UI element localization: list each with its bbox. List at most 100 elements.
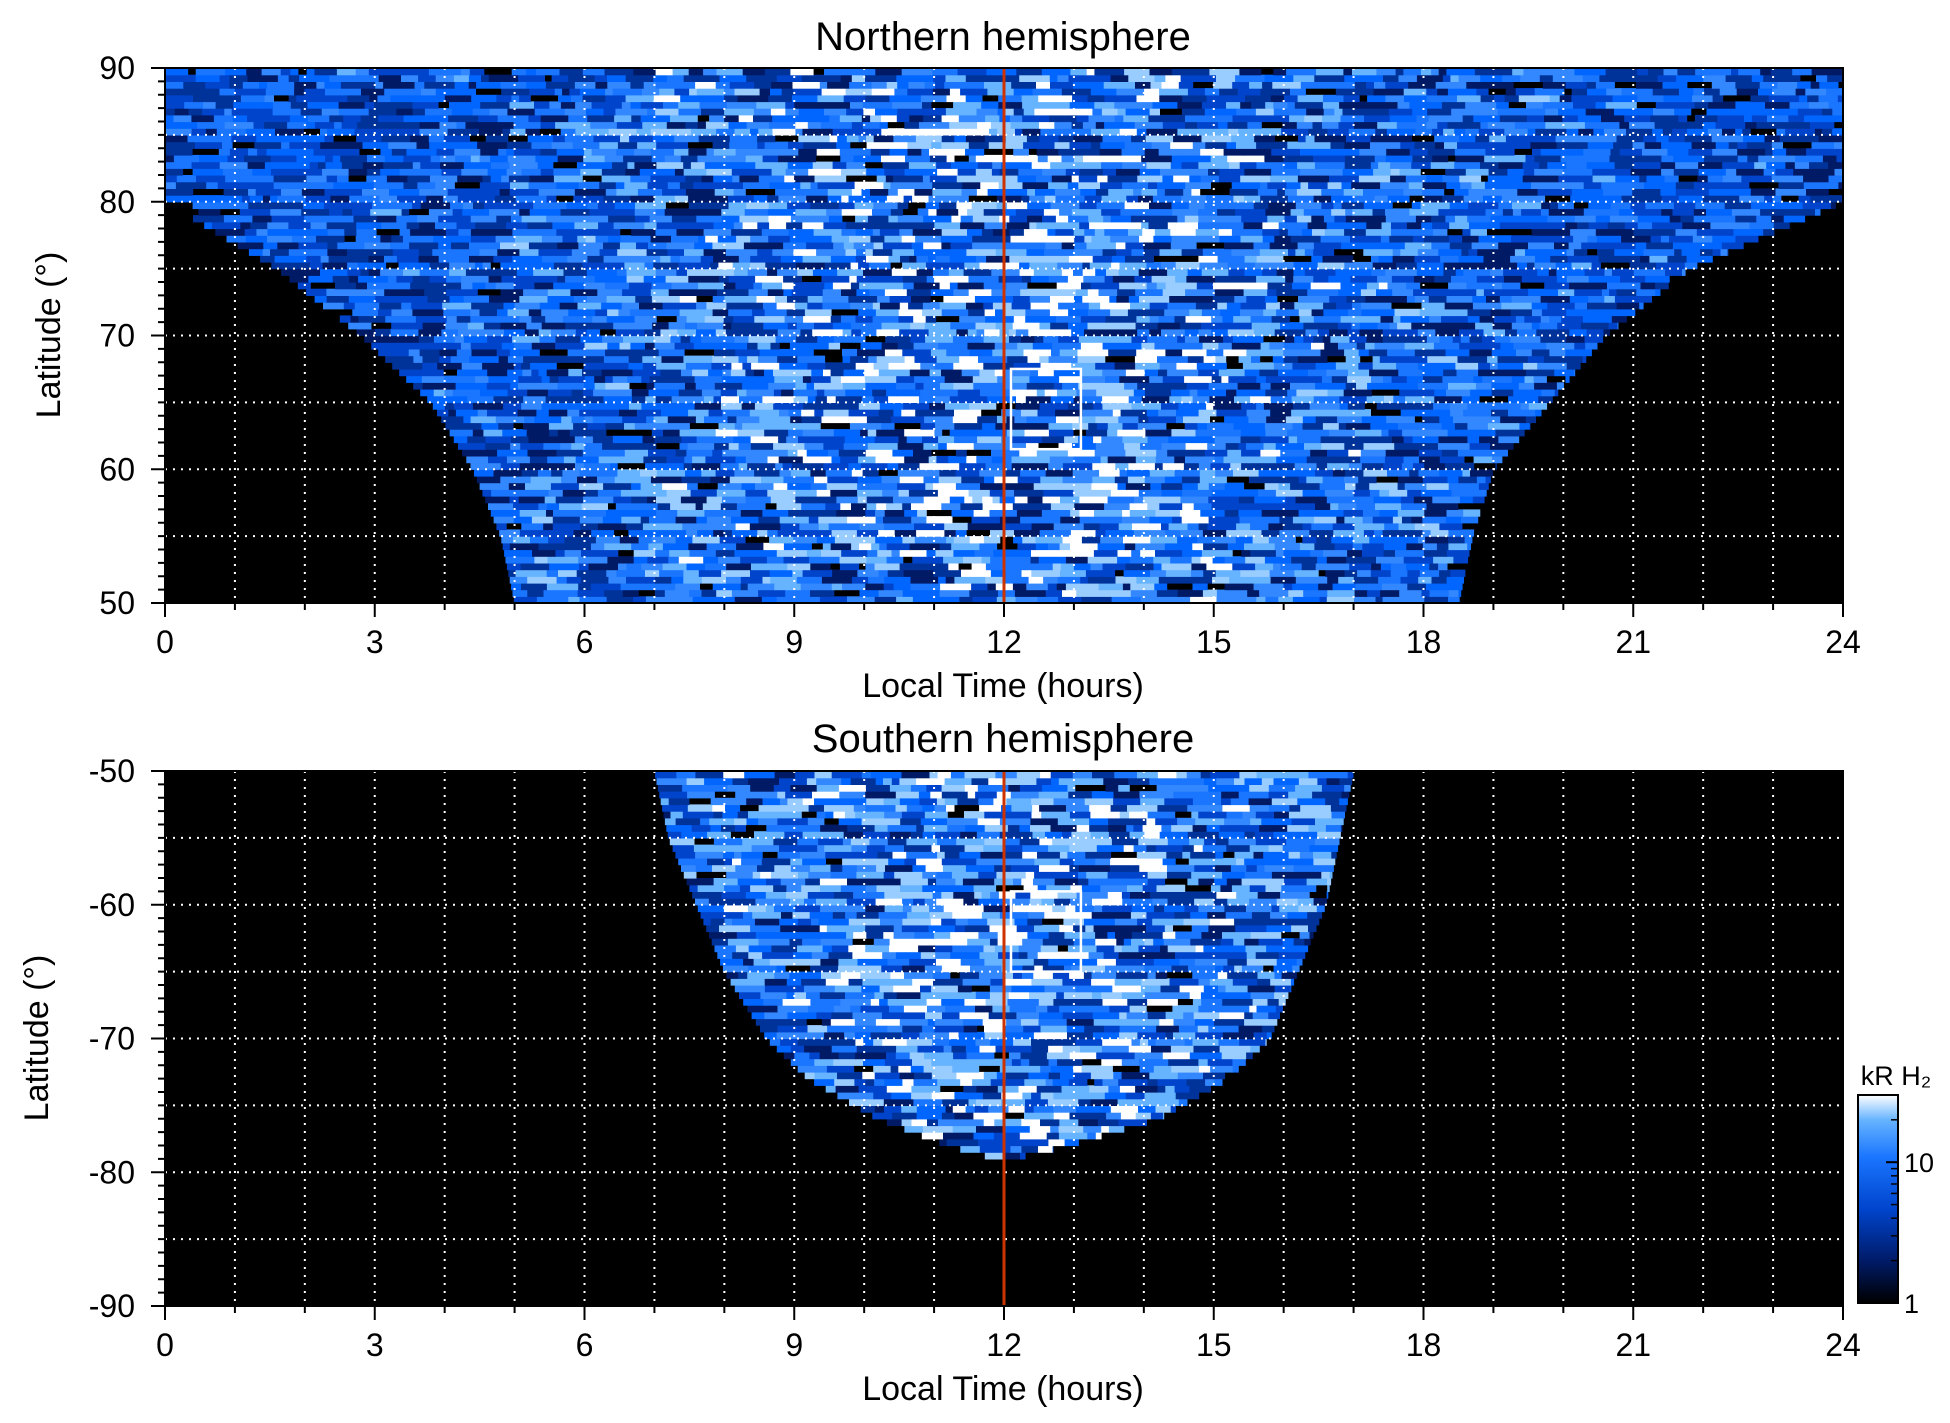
emission-cell <box>1644 141 1662 149</box>
emission-cell <box>830 489 858 497</box>
emission-cell <box>343 114 362 123</box>
emission-cell <box>647 108 656 116</box>
emission-cell <box>1120 208 1139 216</box>
emission-cell <box>1510 215 1519 223</box>
emission-cell <box>980 181 1000 189</box>
emission-cell <box>455 154 472 163</box>
emission-cell <box>549 562 580 571</box>
emission-cell <box>525 482 552 490</box>
emission-cell <box>281 268 299 276</box>
emission-cell <box>1333 529 1365 537</box>
emission-cell <box>1149 469 1176 477</box>
emission-cell <box>1017 542 1037 551</box>
emission-cell <box>797 268 814 276</box>
emission-cell <box>875 536 903 544</box>
emission-cell <box>568 368 583 377</box>
emission-cell <box>879 402 904 410</box>
emission-cell <box>1353 489 1371 497</box>
emission-cell <box>1217 208 1236 216</box>
emission-cell <box>1011 389 1038 397</box>
emission-cell <box>630 101 642 109</box>
emission-cell <box>650 148 675 156</box>
emission-cell <box>662 542 689 551</box>
emission-cell <box>1461 208 1487 216</box>
emission-cell <box>1596 308 1615 317</box>
emission-cell <box>1511 322 1533 330</box>
emission-cell <box>873 362 890 370</box>
emission-cell <box>923 496 951 504</box>
emission-cell <box>1836 154 1844 163</box>
emission-cell <box>1457 462 1475 470</box>
emission-cell <box>843 368 865 377</box>
emission-cell <box>1418 362 1432 370</box>
emission-cell <box>1803 175 1830 183</box>
emission-cell <box>1522 108 1546 116</box>
emission-cell <box>1108 348 1137 357</box>
emission-cell <box>1104 275 1114 283</box>
emission-cell <box>629 509 657 517</box>
emission-cell <box>1232 168 1245 176</box>
emission-cell <box>866 556 888 564</box>
emission-cell <box>729 475 762 484</box>
emission-cell <box>1267 282 1293 290</box>
emission-cell <box>1102 248 1117 256</box>
emission-cell <box>1105 315 1137 323</box>
emission-cell <box>720 389 738 397</box>
emission-cell <box>342 88 362 96</box>
emission-cell <box>362 141 389 149</box>
emission-cell <box>553 168 581 176</box>
emission-cell <box>1644 181 1662 189</box>
emission-cell <box>1029 221 1037 230</box>
emission-cell <box>1467 402 1479 410</box>
emission-cell <box>1354 522 1385 531</box>
emission-cell <box>898 489 910 497</box>
emission-cell <box>1547 302 1576 310</box>
emission-cell <box>1423 549 1448 557</box>
emission-cell <box>1245 154 1265 163</box>
emission-cell <box>708 409 724 417</box>
emission-cell <box>501 175 510 183</box>
emission-cell <box>1324 342 1339 350</box>
emission-cell <box>1785 161 1796 169</box>
emission-cell <box>1614 108 1630 116</box>
emission-cell <box>469 241 501 250</box>
emission-cell <box>763 322 789 330</box>
emission-cell <box>577 395 587 403</box>
emission-cell <box>1599 168 1632 176</box>
emission-cell <box>1449 201 1469 210</box>
emission-cell <box>1049 114 1078 123</box>
emission-cell <box>676 315 688 323</box>
emission-cell <box>1382 335 1406 343</box>
emission-cell <box>1385 449 1396 457</box>
emission-cell <box>965 148 985 156</box>
emission-cell <box>1467 308 1492 317</box>
emission-cell <box>1096 422 1109 430</box>
emission-cell <box>496 94 512 103</box>
emission-cell <box>523 422 550 430</box>
emission-cell <box>470 235 497 243</box>
emission-cell <box>1009 228 1025 236</box>
emission-cell <box>731 516 759 524</box>
emission-cell <box>820 121 853 129</box>
emission-cell <box>1652 221 1683 230</box>
emission-cell <box>1116 295 1130 303</box>
emission-cell <box>1172 516 1183 524</box>
emission-cell <box>1243 221 1264 230</box>
emission-cell <box>1448 482 1480 490</box>
emission-cell <box>1324 489 1355 497</box>
emission-cell <box>427 295 451 303</box>
emission-cell <box>1065 582 1081 591</box>
emission-cell <box>1411 516 1424 524</box>
emission-cell <box>538 542 570 551</box>
emission-cell <box>578 181 600 189</box>
emission-cell <box>1076 589 1108 597</box>
emission-cell <box>453 402 474 410</box>
emission-cell <box>548 489 564 497</box>
emission-cell <box>594 228 621 236</box>
emission-cell <box>1413 275 1435 283</box>
emission-cell <box>695 415 705 424</box>
emission-cell <box>642 355 652 363</box>
emission-cell <box>1124 542 1136 551</box>
emission-cell <box>1283 549 1311 557</box>
emission-cell <box>928 328 957 337</box>
